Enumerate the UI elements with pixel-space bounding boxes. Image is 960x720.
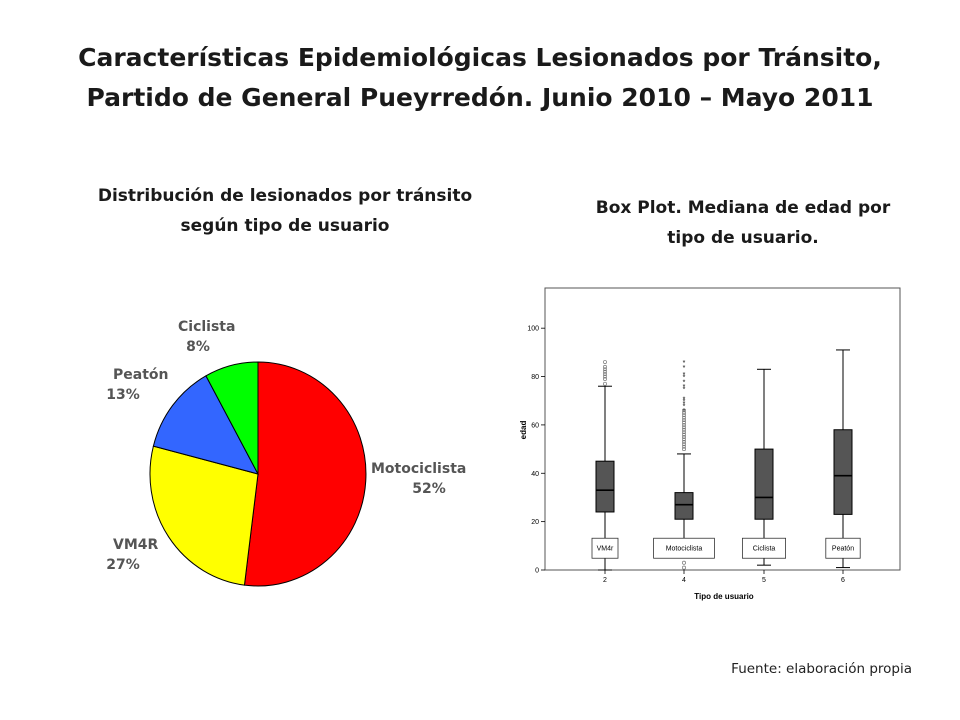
- x-tick-label-peat-n: 6: [841, 577, 845, 584]
- outlier-point-motociclista: [682, 408, 686, 413]
- y-tick-label: 60: [531, 422, 539, 429]
- pie-slice-vm4r: [149, 445, 259, 586]
- y-tick-label: 80: [531, 374, 539, 381]
- outlier-point-motociclista: [682, 413, 686, 418]
- extreme-point-motociclista: *: [683, 372, 686, 379]
- y-tick-label: 40: [531, 471, 539, 478]
- extreme-point-motociclista: *: [683, 365, 686, 372]
- pie-percent-motociclista: 52%: [412, 481, 446, 497]
- outlier-point-motociclista: [682, 439, 686, 444]
- category-label-motociclista: Motociclista: [666, 546, 703, 553]
- y-tick-label: 0: [535, 568, 539, 575]
- outlier-point-motociclista: [682, 437, 686, 442]
- extreme-point-motociclista: *: [683, 404, 686, 411]
- outlier-point-motociclista: [682, 422, 686, 427]
- y-axis-title: edad: [519, 421, 528, 440]
- slide-title-line1: Características Epidemiológicas Lesionad…: [78, 43, 882, 72]
- extreme-point-motociclista: *: [683, 375, 686, 382]
- outlier-point-motociclista: [682, 427, 686, 432]
- outlier-point-motociclista: [682, 420, 686, 425]
- outlier-point-motociclista: [682, 430, 686, 435]
- pie-label-motociclista: Motociclista: [371, 461, 466, 477]
- extreme-point-motociclista: *: [683, 399, 686, 406]
- outlier-point-motociclista: [682, 425, 686, 430]
- outlier-point-motociclista: [682, 410, 686, 415]
- extreme-point-motociclista: *: [683, 384, 686, 391]
- pie-label-peat-n: Peatón: [113, 367, 168, 383]
- y-tick-label: 100: [527, 326, 539, 333]
- pie-label-ciclista: Ciclista: [178, 319, 235, 335]
- category-label-box-vm4r: [591, 537, 619, 559]
- outlier-point-motociclista: [682, 442, 686, 447]
- outlier-point-motociclista: [682, 415, 686, 420]
- y-tick-label: 20: [531, 519, 539, 526]
- pie-label-vm4r: VM4R: [113, 537, 159, 553]
- extreme-point-motociclista: *: [683, 379, 686, 386]
- extreme-point-motociclista: *: [683, 408, 686, 415]
- pie-slice-ciclista: [205, 361, 259, 475]
- outlier-point-vm4r: [603, 377, 607, 381]
- box-peat-n: [833, 429, 853, 515]
- extreme-point-motociclista: *: [683, 396, 686, 403]
- pie-slice-peat-n: [152, 375, 259, 475]
- outlier-point-vm4r: [603, 372, 607, 377]
- box-ciclista: [754, 448, 774, 520]
- category-label-box-peat-n: [825, 537, 861, 559]
- extreme-point-motociclista: *: [683, 401, 686, 408]
- category-label-ciclista: Ciclista: [753, 546, 776, 553]
- pie-percent-vm4r: 27%: [106, 557, 140, 573]
- x-axis-title: Tipo de usuario: [694, 592, 754, 601]
- outlier-point-vm4r: [603, 364, 607, 369]
- slide-title: Características Epidemiológicas Lesionad…: [20, 38, 940, 118]
- category-label-peat-n: Peatón: [832, 546, 854, 553]
- extreme-point-motociclista: *: [683, 387, 686, 394]
- extreme-point-motociclista: *: [683, 360, 686, 367]
- outlier-point-vm4r: [603, 360, 607, 364]
- boxplot-title-line1: Box Plot. Mediana de edad por: [595, 198, 891, 218]
- outlier-point-motociclista: [682, 418, 686, 423]
- pie-slice-motociclista: [243, 361, 367, 587]
- box-motociclista: [674, 492, 694, 520]
- pie-title-line2: según tipo de usuario: [180, 216, 390, 236]
- x-tick-label-motociclista: 4: [682, 577, 686, 584]
- pie-chart: Motociclista 52% VM4R 27% Peatón 13% Ciclista 8…: [106, 319, 466, 587]
- boxplot-title-line2: tipo de usuario.: [667, 228, 819, 248]
- outlier-point-motociclista: [682, 432, 686, 437]
- x-tick-label-ciclista: 5: [762, 577, 766, 584]
- x-tick-label-vm4r: 2: [603, 577, 607, 584]
- category-label-box-motociclista: [653, 537, 715, 559]
- outlier-point-vm4r: [603, 369, 607, 374]
- outlier-point-motociclista: [682, 435, 686, 439]
- source-note: Fuente: elaboración propia: [731, 661, 912, 677]
- outlier-point-motociclista: [682, 565, 686, 570]
- outlier-point-motociclista: [682, 444, 686, 449]
- slide-title-line2: Partido de General Pueyrredón. Junio 201…: [86, 83, 874, 112]
- outlier-point-vm4r: [603, 367, 607, 372]
- pie-chart-title: Distribución de lesionados por tránsito …: [50, 181, 520, 241]
- outlier-point-motociclista: [682, 560, 686, 565]
- outlier-point-vm4r: [603, 381, 607, 386]
- category-label-box-ciclista: [741, 537, 786, 559]
- box-vm4r: [595, 460, 615, 513]
- pie-percent-ciclista: 8%: [186, 339, 210, 355]
- pie-title-line1: Distribución de lesionados por tránsito: [97, 186, 473, 206]
- pie-percent-peat-n: 13%: [106, 387, 140, 403]
- boxplot-chart-title: Box Plot. Mediana de edad por tipo de us…: [548, 193, 938, 253]
- outlier-point-motociclista: [682, 447, 686, 452]
- outlier-point-vm4r: [603, 374, 607, 379]
- category-label-vm4r: VM4r: [597, 546, 614, 553]
- boxplot-frame: [544, 287, 901, 571]
